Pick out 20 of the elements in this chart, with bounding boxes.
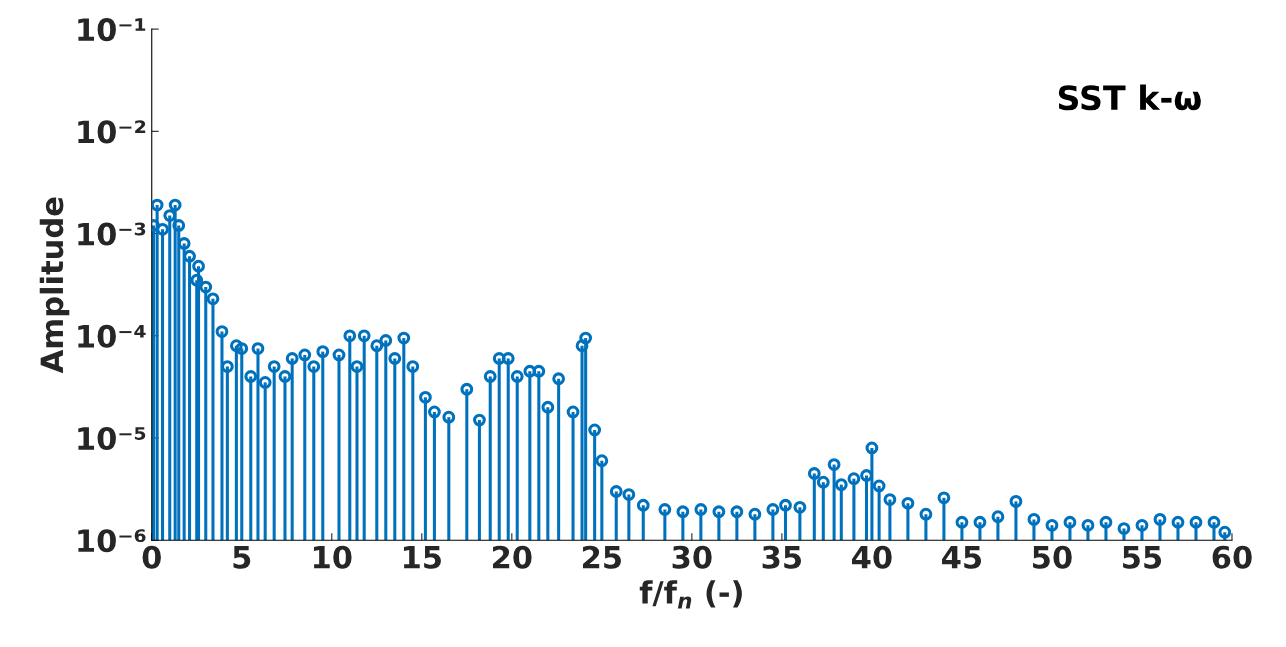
x-axis-title: f/f$_{n}$ (-): [639, 580, 742, 609]
x-tick-label: 40: [852, 545, 892, 569]
x-tick-label: 50: [1033, 545, 1072, 569]
x-tick-label: 55: [1123, 546, 1162, 569]
y-tick-label: 10⁻²: [78, 120, 146, 144]
x-tick-label: 30: [672, 545, 712, 569]
annotation: SST k-ω: [1058, 84, 1201, 111]
x-tick-label: 25: [583, 545, 621, 569]
x-tick-label: 10: [313, 545, 352, 569]
x-tick-label: 60: [1212, 545, 1252, 569]
x-tick-label: 20: [492, 545, 532, 569]
x-tick-label: 35: [762, 545, 802, 569]
x-tick-label: 45: [942, 546, 982, 569]
x-tick-label: 15: [404, 546, 441, 569]
y-tick-label: 10⁻⁴: [78, 324, 146, 348]
x-tick-label: 5: [233, 546, 251, 569]
y-axis-title: Amplitude: [39, 197, 70, 374]
y-tick-label: 10⁻⁵: [78, 426, 146, 451]
y-tick-label: 10⁻³: [78, 222, 146, 246]
y-tick-label: 10⁻¹: [78, 18, 146, 42]
